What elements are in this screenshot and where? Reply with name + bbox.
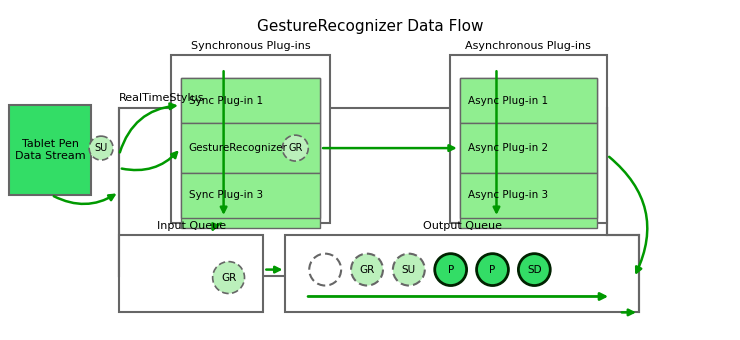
Text: GR: GR	[221, 273, 236, 283]
Text: Async Plug-in 1: Async Plug-in 1	[468, 96, 548, 106]
Circle shape	[519, 254, 551, 286]
Text: GestureRecognizer Data Flow: GestureRecognizer Data Flow	[257, 19, 483, 34]
Bar	[460, 123, 597, 173]
Text: GR: GR	[288, 143, 303, 153]
Bar	[286, 235, 639, 312]
Bar	[460, 79, 597, 228]
Circle shape	[283, 135, 309, 161]
Bar	[171, 55, 330, 223]
Text: P: P	[448, 265, 454, 275]
Bar	[460, 79, 597, 123]
Text: Sync Plug-in 3: Sync Plug-in 3	[189, 190, 263, 200]
Bar	[460, 173, 597, 218]
Text: Output Queue: Output Queue	[423, 221, 502, 231]
Text: Tablet Pen
Data Stream: Tablet Pen Data Stream	[15, 139, 86, 161]
Bar	[181, 123, 320, 173]
Text: Input Queue: Input Queue	[157, 221, 226, 231]
Bar	[181, 173, 320, 218]
Text: Sync Plug-in 1: Sync Plug-in 1	[189, 96, 263, 106]
Bar	[119, 235, 263, 312]
FancyArrowPatch shape	[609, 157, 648, 273]
Circle shape	[393, 254, 425, 286]
Circle shape	[212, 261, 244, 293]
Circle shape	[434, 254, 467, 286]
Text: P: P	[489, 265, 496, 275]
Circle shape	[309, 254, 341, 286]
Text: GR: GR	[360, 265, 374, 275]
Bar	[10, 105, 91, 195]
Bar	[119, 108, 607, 275]
Text: Async Plug-in 2: Async Plug-in 2	[468, 143, 548, 153]
Text: RealTimeStylus: RealTimeStylus	[119, 93, 204, 103]
Circle shape	[351, 254, 383, 286]
Circle shape	[89, 136, 113, 160]
Text: SU: SU	[402, 265, 416, 275]
Text: Async Plug-in 3: Async Plug-in 3	[468, 190, 548, 200]
Text: Synchronous Plug-ins: Synchronous Plug-ins	[191, 41, 310, 51]
Text: SU: SU	[95, 143, 108, 153]
Circle shape	[477, 254, 508, 286]
Text: Asynchronous Plug-ins: Asynchronous Plug-ins	[465, 41, 591, 51]
Bar	[181, 79, 320, 228]
Bar	[450, 55, 607, 223]
Text: GestureRecognizer: GestureRecognizer	[189, 143, 288, 153]
Text: SD: SD	[527, 265, 542, 275]
Bar	[181, 79, 320, 123]
